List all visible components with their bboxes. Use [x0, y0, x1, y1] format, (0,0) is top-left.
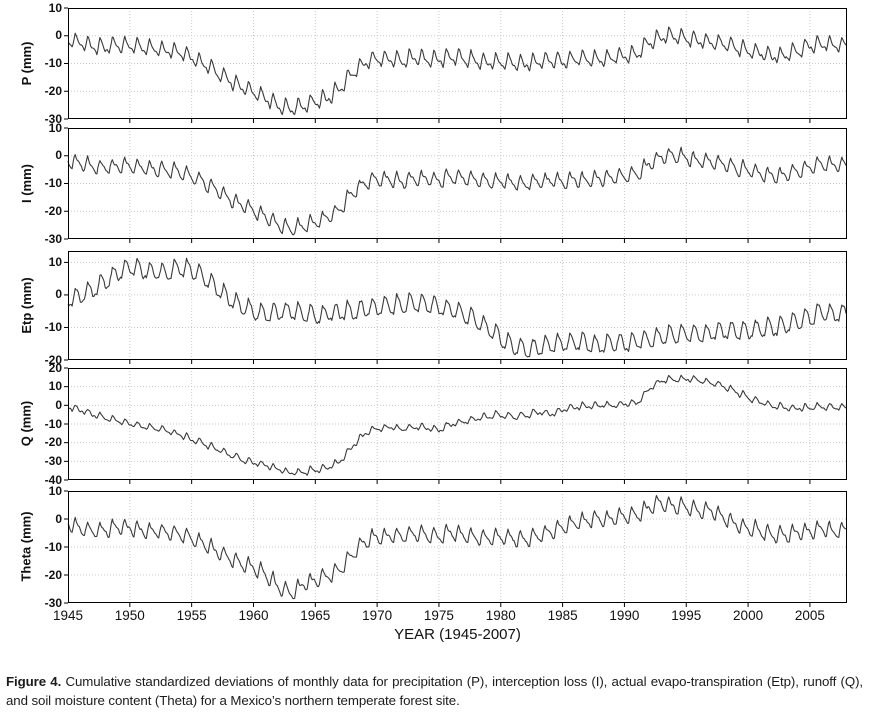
x-tick-label: 1955 [176, 608, 207, 623]
x-tick-label: 1995 [671, 608, 702, 623]
y-tick-label: -10 [44, 416, 62, 431]
panel-precipitation: P (mm) 10 0 -10 -20 -30 [19, 1, 847, 126]
x-tick-label: 1975 [423, 608, 454, 623]
y-tick-label: -20 [44, 435, 62, 450]
y-tick-label: -30 [44, 111, 62, 126]
x-tick-label: 1980 [485, 608, 516, 623]
y-tick-label: 0 [55, 397, 62, 412]
y-tick-label: 0 [55, 28, 62, 43]
y-tick-label: -20 [44, 83, 62, 98]
line-plot-runoff [64, 367, 847, 484]
x-tick-label: 1950 [114, 608, 145, 623]
panel-soil-moisture: Theta (mm) 10 0 -10 -20 -30 [19, 484, 847, 610]
x-tick-label: 1965 [300, 608, 331, 623]
y-tick-label: -20 [44, 567, 62, 582]
y-tick-label: 0 [55, 148, 62, 163]
y-tick-label: -20 [44, 203, 62, 218]
x-tick-label: 2000 [733, 608, 764, 623]
x-tick-label: 1985 [547, 608, 578, 623]
y-tick-label: 10 [48, 483, 62, 498]
line-plot-soil-moisture [64, 490, 847, 607]
y-tick-label: -10 [44, 319, 62, 334]
y-tick-label: 10 [48, 120, 62, 135]
y-tick-label: -30 [44, 595, 62, 610]
x-tick-label: 1990 [609, 608, 640, 623]
y-tick-label: -40 [44, 472, 62, 487]
line-plot-interception-loss [64, 127, 847, 243]
caption-label: Figure 4. [6, 674, 62, 689]
y-tick-label: -30 [44, 231, 62, 246]
y-tick-label: -10 [44, 176, 62, 190]
x-tick-label: 2005 [794, 608, 825, 623]
panel-interception-loss: I (mm) 10 0 -10 -20 -30 [19, 121, 847, 246]
y-tick-label: -30 [44, 453, 62, 468]
y-tick-label: -10 [44, 539, 62, 554]
line-plot-evapo-transpiration [64, 251, 847, 364]
y-tick-label: 10 [48, 0, 62, 15]
panel-evapo-transpiration: Etp (mm) 10 0 -10 -20 [19, 251, 847, 367]
y-tick-label: 20 [48, 360, 62, 375]
x-tick-label: 1960 [238, 608, 269, 623]
caption-text: Cumulative standardized deviations of mo… [6, 674, 863, 709]
line-plot-precipitation [64, 7, 847, 123]
x-tick-label: 1970 [362, 608, 393, 623]
y-tick-label: 10 [48, 254, 62, 269]
panel-runoff: Q (mm) 20 10 0 -10 -20 -30 -40 [19, 361, 847, 487]
x-tick-label: 1945 [52, 608, 84, 623]
y-tick-label: 10 [48, 379, 62, 394]
x-axis-title: YEAR (1945-2007) [394, 626, 521, 643]
y-tick-label: 0 [55, 511, 62, 526]
figure-caption: Figure 4. Cumulative standardized deviat… [6, 672, 863, 711]
y-tick-label: -20 [44, 352, 62, 367]
y-tick-label: -10 [44, 56, 62, 70]
y-tick-label: 0 [55, 287, 62, 302]
